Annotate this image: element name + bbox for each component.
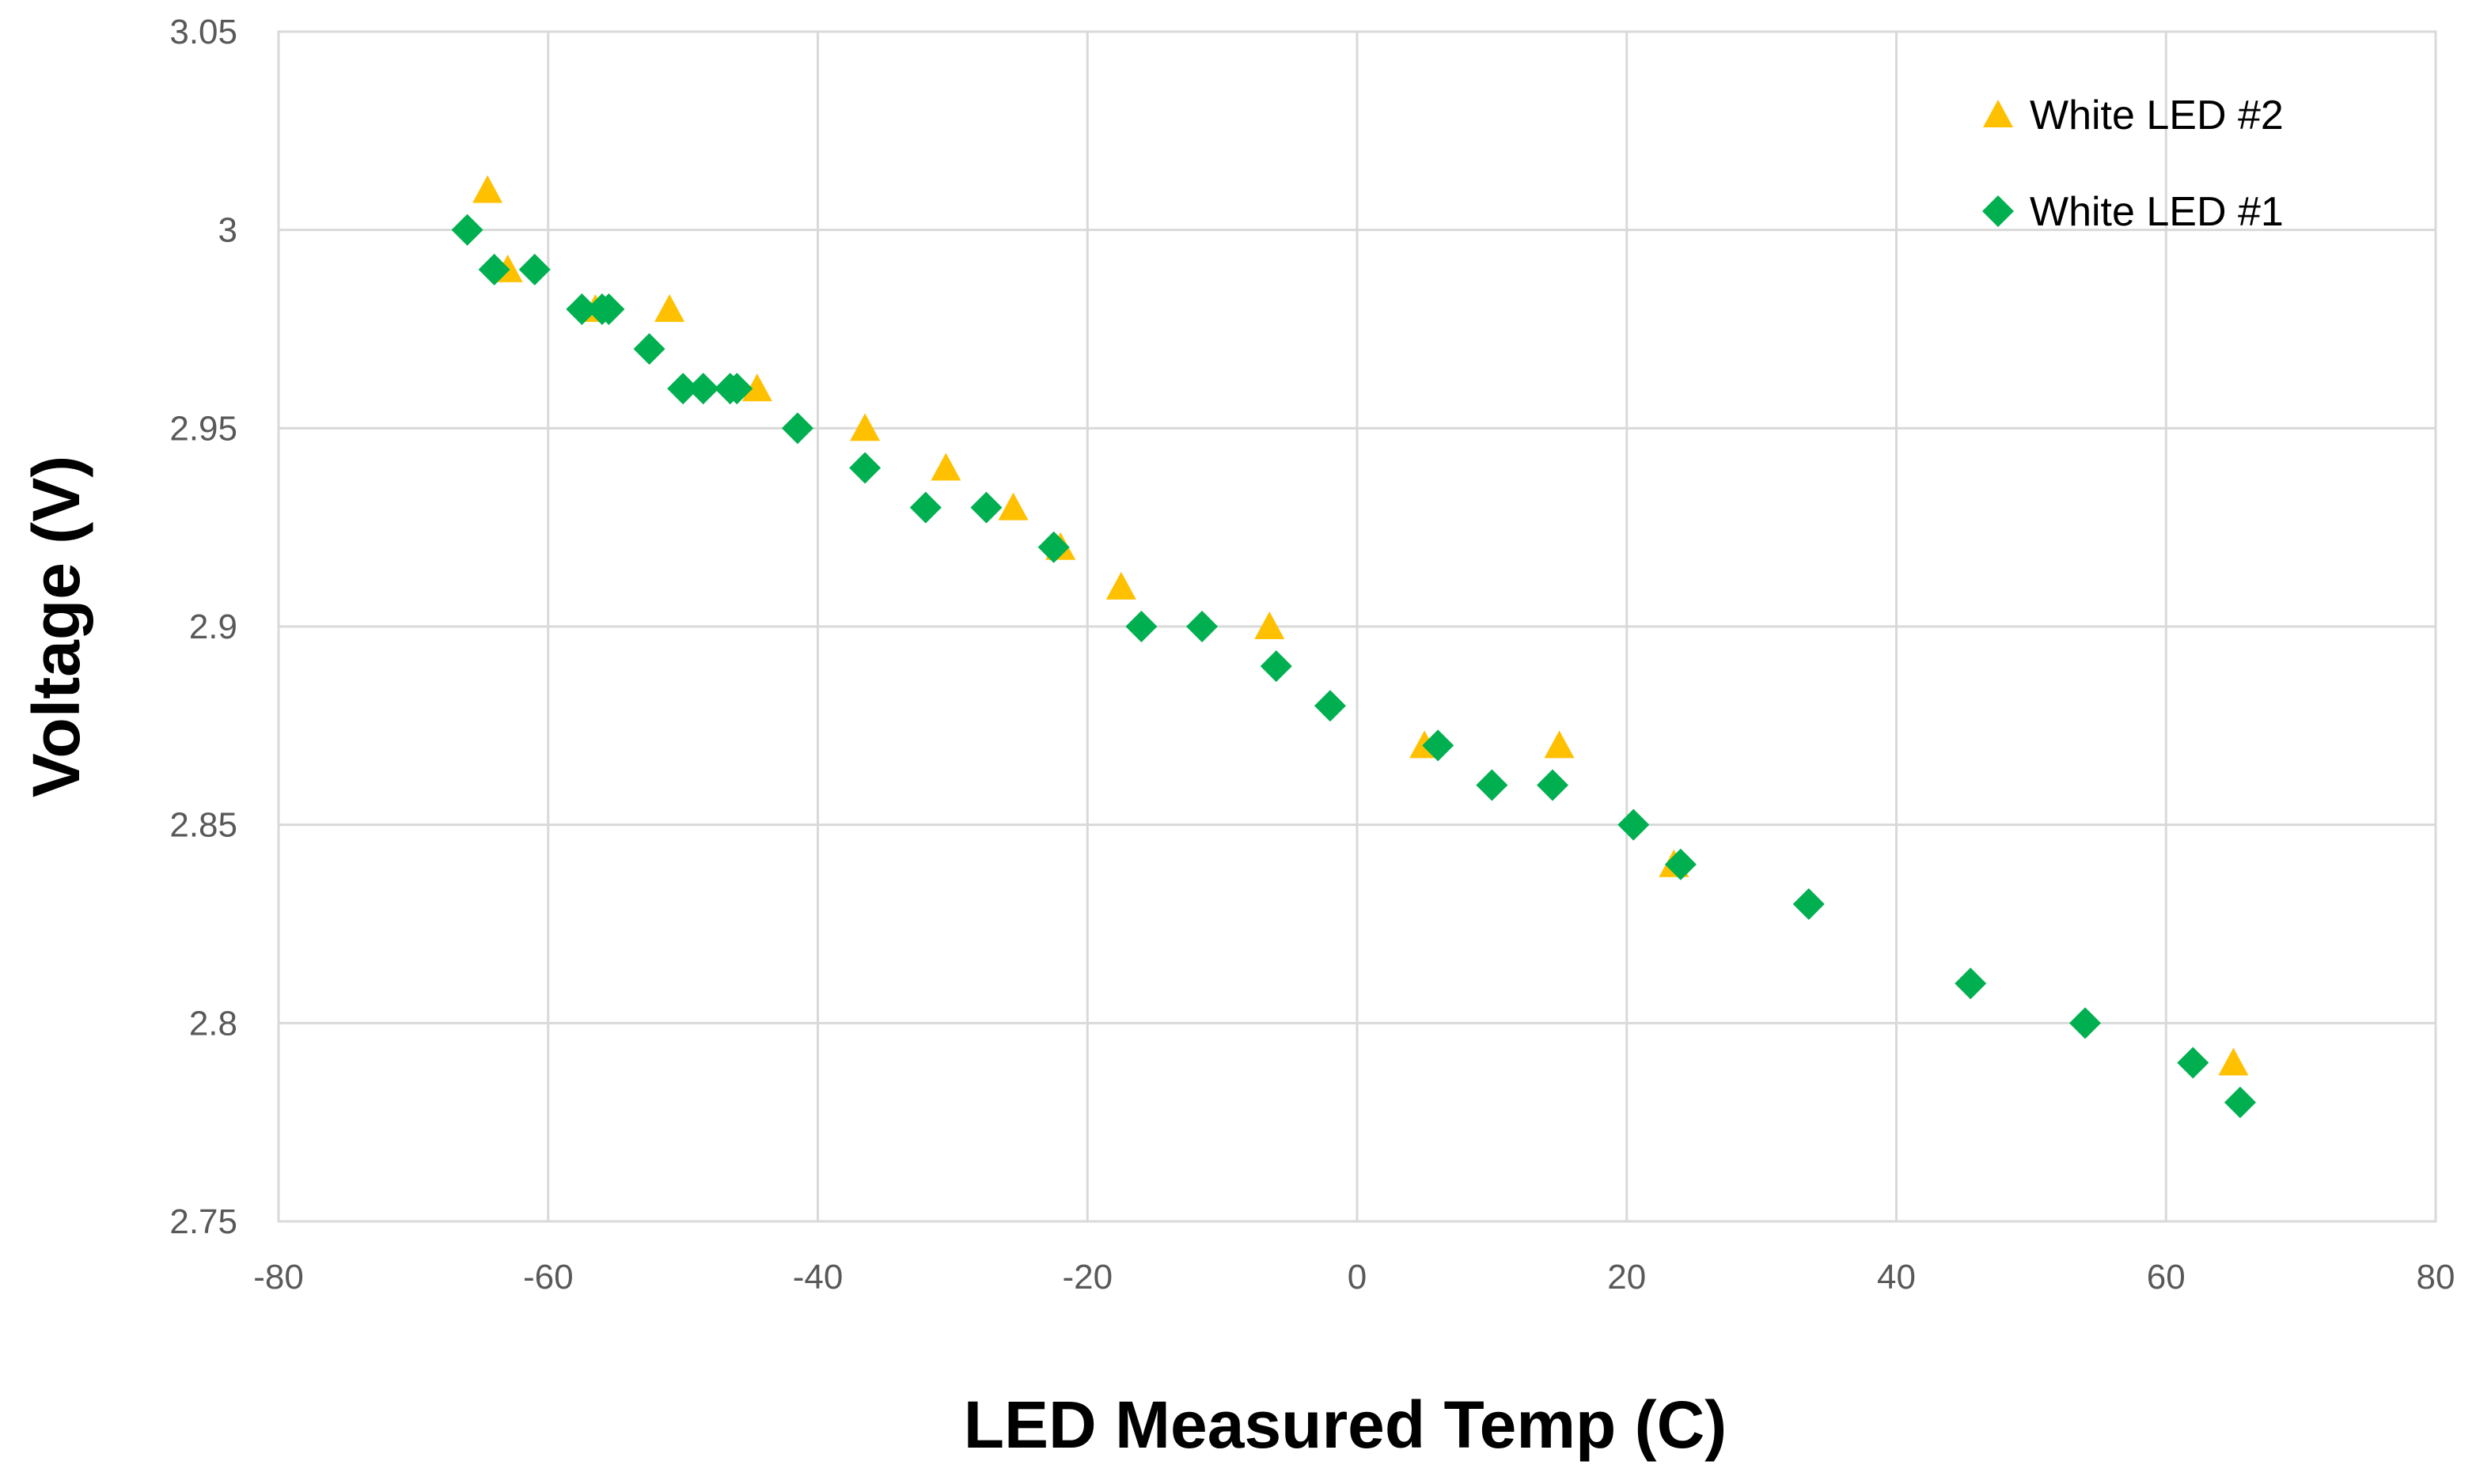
- y-tick-label: 2.85: [169, 806, 237, 845]
- data-point-led1: [970, 491, 1003, 524]
- data-point-led2: [741, 373, 772, 402]
- x-tick-label: -80: [253, 1258, 304, 1297]
- y-tick-label: 2.75: [169, 1202, 237, 1241]
- data-point-led1: [1476, 769, 1508, 801]
- data-point-led1: [1186, 611, 1219, 642]
- tick-labels: -80 -60 -40 -20 0 20 40 60 80 2.75 2.8 2.85 2.9 2.95 3…: [169, 13, 2455, 1297]
- data-point-led1: [633, 333, 665, 365]
- data-point-led1: [1955, 967, 1987, 1000]
- legend-item: White LED #2: [1983, 93, 2284, 138]
- data-point-led1: [518, 253, 551, 286]
- data-point-led1: [593, 293, 625, 325]
- y-tick-label: 3.05: [169, 13, 237, 51]
- data-point-led2: [998, 492, 1029, 521]
- series-diamond: [451, 214, 2256, 1119]
- data-series: [451, 175, 2256, 1119]
- data-point-led1: [2177, 1047, 2209, 1079]
- data-point-led1: [566, 293, 598, 325]
- data-point-led2: [1105, 571, 1136, 600]
- data-point-led1: [1792, 888, 1825, 920]
- x-tick-label: -20: [1062, 1258, 1113, 1297]
- data-point-led1: [1617, 808, 1650, 841]
- x-tick-label: 60: [2147, 1258, 2186, 1297]
- data-point-led1: [667, 373, 700, 405]
- y-tick-label: 3: [218, 211, 237, 250]
- data-point-led1: [2069, 1007, 2102, 1039]
- data-point-led1: [781, 412, 813, 445]
- data-point-led1: [451, 214, 483, 246]
- gridlines: [277, 30, 2437, 1223]
- x-tick-label: 0: [1348, 1258, 1367, 1297]
- data-point-led1: [849, 452, 882, 484]
- data-point-led2: [1544, 730, 1575, 759]
- legend-item: White LED #1: [1982, 189, 2284, 235]
- legend-label: White LED #1: [2030, 189, 2284, 235]
- data-point-led1: [687, 373, 719, 405]
- data-point-led1: [1037, 531, 1070, 563]
- x-tick-label: 80: [2417, 1258, 2455, 1297]
- legend-marker-diamond: [1982, 195, 2014, 227]
- data-point-led2: [654, 293, 685, 322]
- data-point-led1: [721, 373, 753, 405]
- legend: White LED #2 White LED #1: [1982, 93, 2284, 235]
- data-point-led1: [1125, 611, 1158, 642]
- data-point-led1: [1537, 769, 1569, 801]
- y-tick-label: 2.9: [189, 608, 237, 646]
- x-tick-label: -60: [523, 1258, 574, 1297]
- legend-label: White LED #2: [2030, 93, 2284, 138]
- data-point-led2: [850, 413, 881, 441]
- x-tick-label: -40: [793, 1258, 844, 1297]
- y-tick-label: 2.95: [169, 409, 237, 448]
- data-point-led2: [931, 452, 961, 481]
- x-axis-title: LED Measured Temp (C): [964, 1387, 1727, 1462]
- data-point-led1: [1314, 690, 1346, 722]
- data-point-led1: [1422, 729, 1454, 762]
- x-tick-label: 20: [1607, 1258, 1646, 1297]
- x-tick-label: 40: [1877, 1258, 1916, 1297]
- data-point-led1: [2224, 1086, 2256, 1119]
- data-point-led2: [2218, 1047, 2249, 1076]
- data-point-led1: [1664, 848, 1697, 880]
- y-tick-label: 2.8: [189, 1004, 237, 1043]
- data-point-led1: [478, 253, 510, 286]
- data-point-led2: [1254, 611, 1285, 639]
- data-point-led1: [1260, 650, 1292, 683]
- data-point-led1: [909, 491, 942, 524]
- y-axis-title: Voltage (V): [19, 456, 93, 797]
- legend-marker-triangle: [1983, 100, 2013, 127]
- data-point-led2: [472, 175, 503, 203]
